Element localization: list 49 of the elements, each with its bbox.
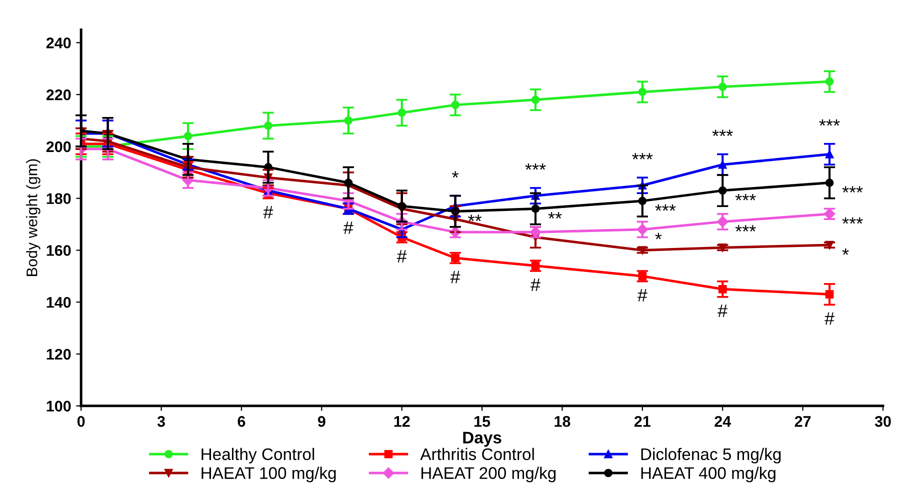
annotation: # xyxy=(637,289,648,302)
annotation: *** xyxy=(632,153,653,160)
annotation: *** xyxy=(712,130,733,136)
x-tick-label: 30 xyxy=(874,416,891,427)
x-tick-label: 12 xyxy=(394,416,410,427)
annotation: # xyxy=(530,278,540,292)
legend-label: Arthritis Control xyxy=(420,448,534,460)
x-axis-title: Days xyxy=(463,432,502,447)
y-tick-label: 220 xyxy=(46,89,71,100)
annotation: *** xyxy=(735,194,756,200)
y-tick-label: 120 xyxy=(46,348,71,360)
annotation: ** xyxy=(468,214,482,222)
annotation: # xyxy=(343,222,354,234)
annotation: *** xyxy=(655,204,676,211)
annotation: *** xyxy=(842,186,863,193)
legend-label: Healthy Control xyxy=(202,448,314,464)
legend-label: HAEAT 100 mg/kg xyxy=(202,466,336,482)
x-tick-label: 15 xyxy=(474,416,490,427)
legend-label: Diclofenac 5 mg/kg xyxy=(641,448,781,464)
y-tick-label: 200 xyxy=(46,141,71,152)
annotation: ** xyxy=(548,212,562,218)
legend-label: HAEAT 200 mg/kg xyxy=(422,466,556,482)
x-tick-label: 0 xyxy=(77,416,85,427)
annotation: # xyxy=(450,270,460,284)
y-tick-label: 240 xyxy=(46,38,71,48)
legend-label: HAEAT 400 mg/kg xyxy=(641,466,776,482)
y-tick-label: 100 xyxy=(46,400,71,412)
x-tick-label: 9 xyxy=(318,416,326,427)
annotation: # xyxy=(263,206,274,218)
annotation: # xyxy=(824,312,834,325)
x-tick-label: 18 xyxy=(554,416,570,427)
annotation: *** xyxy=(735,225,756,232)
x-tick-label: 3 xyxy=(157,416,165,427)
y-tick-label: 180 xyxy=(46,193,71,204)
x-tick-label: 21 xyxy=(634,416,650,427)
annotation: *** xyxy=(819,119,840,126)
x-tick-label: 27 xyxy=(794,416,811,427)
x-tick-label: 6 xyxy=(238,416,246,427)
annotation: * xyxy=(655,232,662,240)
annotation: * xyxy=(452,171,459,178)
y-axis-title: Body weight (gm) xyxy=(26,159,40,276)
annotation: *** xyxy=(525,163,546,170)
annotation: *** xyxy=(842,217,863,224)
annotation: # xyxy=(396,250,407,262)
y-tick-label: 160 xyxy=(46,245,71,256)
x-tick-label: 24 xyxy=(714,416,732,427)
y-tick-label: 140 xyxy=(46,296,71,308)
annotation: * xyxy=(842,248,849,255)
annotation: # xyxy=(718,304,728,317)
